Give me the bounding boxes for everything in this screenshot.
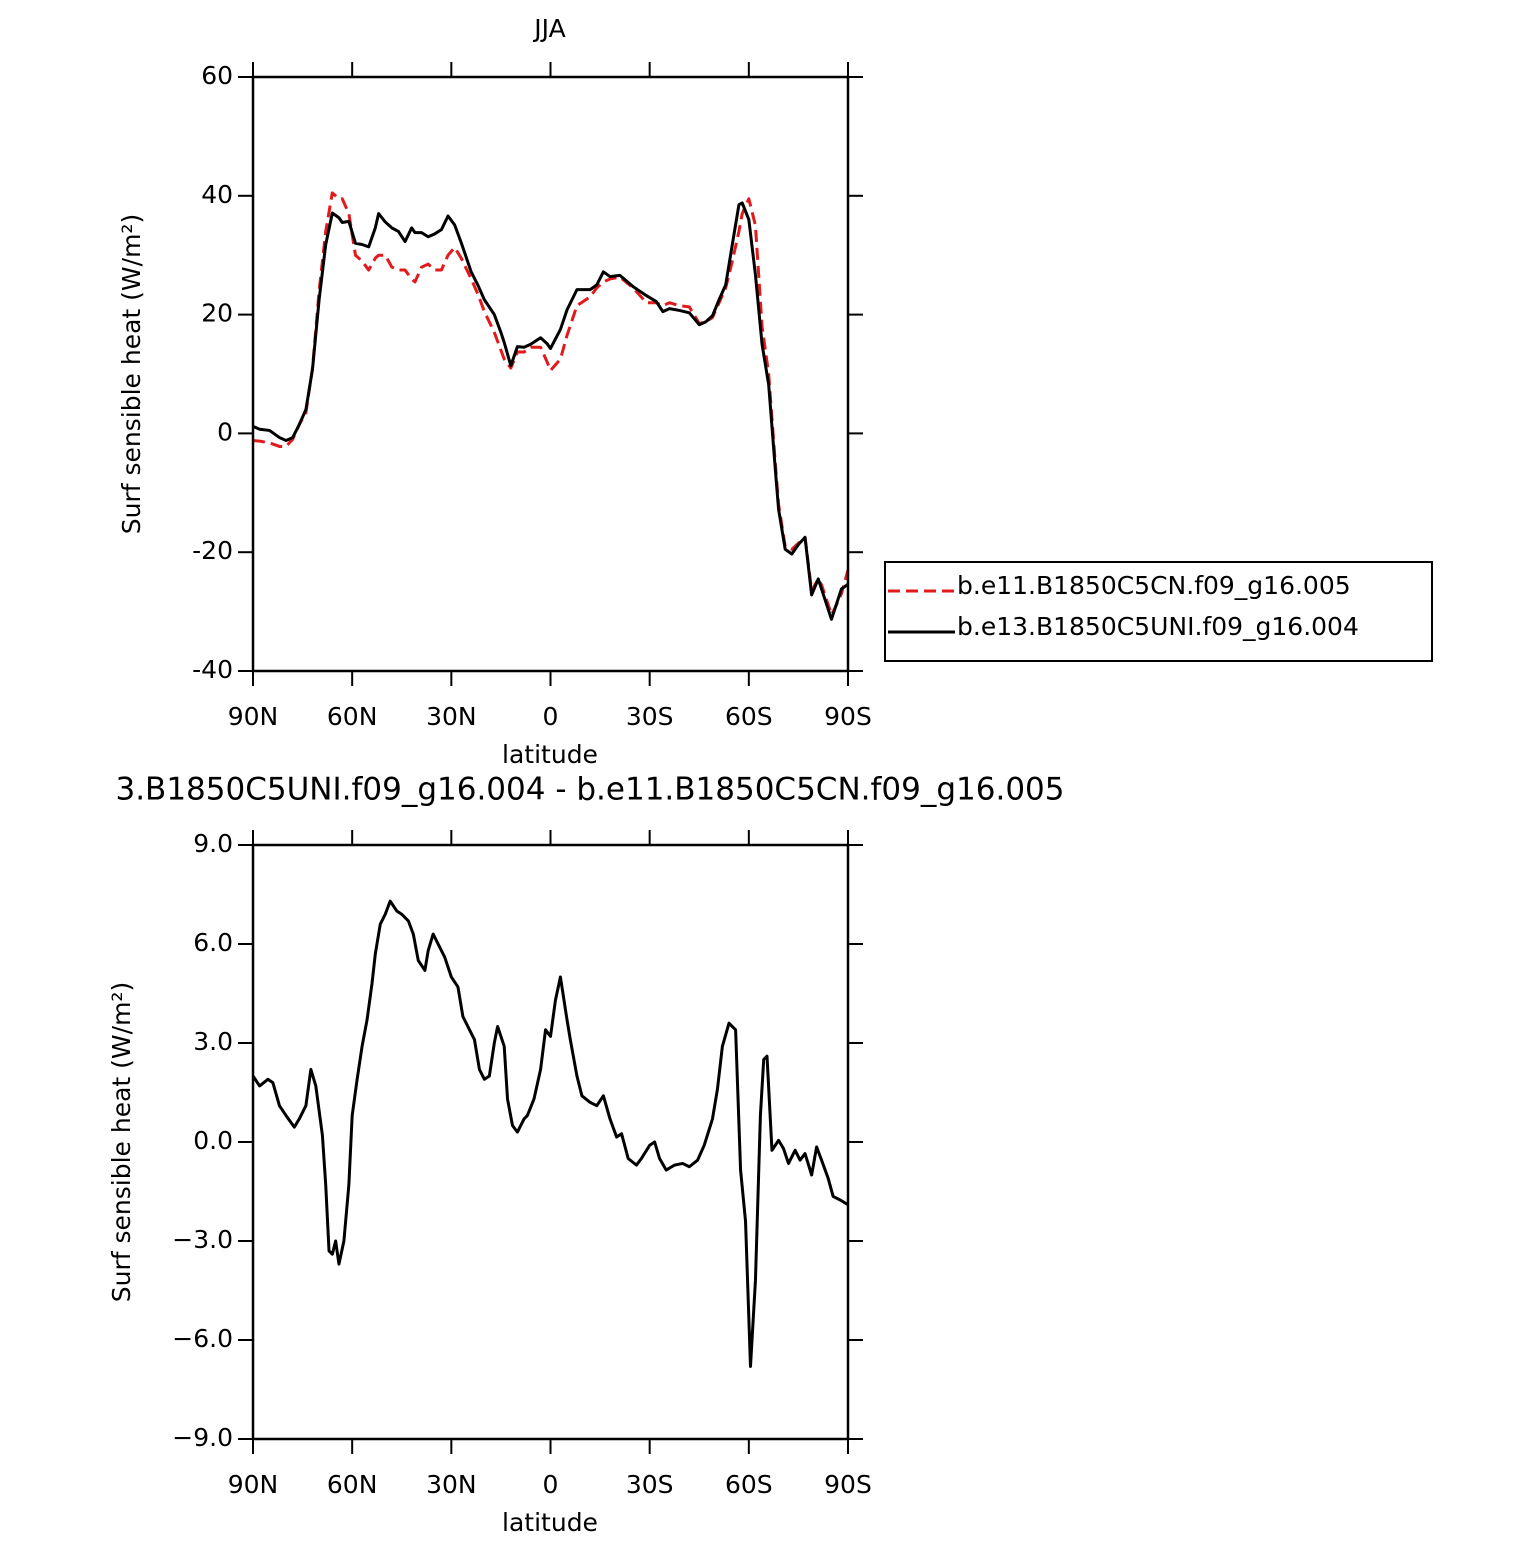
x-tick-label: 60S xyxy=(725,1470,773,1499)
x-tick-label: 90S xyxy=(824,1470,872,1499)
x-tick-label: 0 xyxy=(543,702,559,731)
data-line xyxy=(251,899,849,1368)
x-tick-label: 60N xyxy=(327,1470,378,1499)
legend: b.e11.B1850C5CN.f09_g16.005 b.e13.B1850C5… xyxy=(884,561,1433,662)
y-tick-label: 20 xyxy=(201,299,233,328)
x-tick-label: 30S xyxy=(626,1470,674,1499)
x-tick-label: 30N xyxy=(426,702,477,731)
y-axis-label: Surf sensible heat (W/m²) xyxy=(107,982,136,1302)
x-tick-label: 90N xyxy=(228,1470,279,1499)
data-line xyxy=(252,191,850,617)
data-line xyxy=(252,201,849,621)
plot-frame xyxy=(251,843,850,1441)
x-tick-label: 30N xyxy=(426,1470,477,1499)
y-tick-label: 6.0 xyxy=(193,928,233,957)
x-axis-label: latitude xyxy=(502,740,598,769)
x-tick-label: 0 xyxy=(543,1470,559,1499)
y-tick-label: -40 xyxy=(192,655,233,684)
y-tick-label: 0.0 xyxy=(193,1126,233,1155)
legend-box xyxy=(884,561,1433,662)
y-tick-label: 0 xyxy=(217,417,233,446)
x-tick-label: 30S xyxy=(626,702,674,731)
legend-label: b.e11.B1850C5CN.f09_g16.005 xyxy=(957,571,1351,600)
y-tick-label: 40 xyxy=(201,180,233,209)
y-axis-label: Surf sensible heat (W/m²) xyxy=(117,214,146,534)
legend-label: b.e13.B1850C5UNI.f09_g16.004 xyxy=(957,612,1359,641)
y-tick-label: 9.0 xyxy=(193,829,233,858)
chart-title: JJA xyxy=(532,14,565,43)
y-tick-label: 3.0 xyxy=(193,1027,233,1056)
chart-title: 3.B1850C5UNI.f09_g16.004 - b.e11.B1850C5… xyxy=(115,772,1064,808)
plot-frame xyxy=(251,75,850,673)
y-tick-label: -20 xyxy=(192,536,233,565)
x-tick-label: 90N xyxy=(228,702,279,731)
y-tick-label: −9.0 xyxy=(172,1423,233,1452)
y-tick-label: 60 xyxy=(201,61,233,90)
x-axis-label: latitude xyxy=(502,1508,598,1537)
x-tick-label: 90S xyxy=(824,702,872,731)
y-tick-label: −6.0 xyxy=(172,1324,233,1353)
x-tick-label: 60S xyxy=(725,702,773,731)
y-tick-label: −3.0 xyxy=(172,1225,233,1254)
x-tick-label: 60N xyxy=(327,702,378,731)
